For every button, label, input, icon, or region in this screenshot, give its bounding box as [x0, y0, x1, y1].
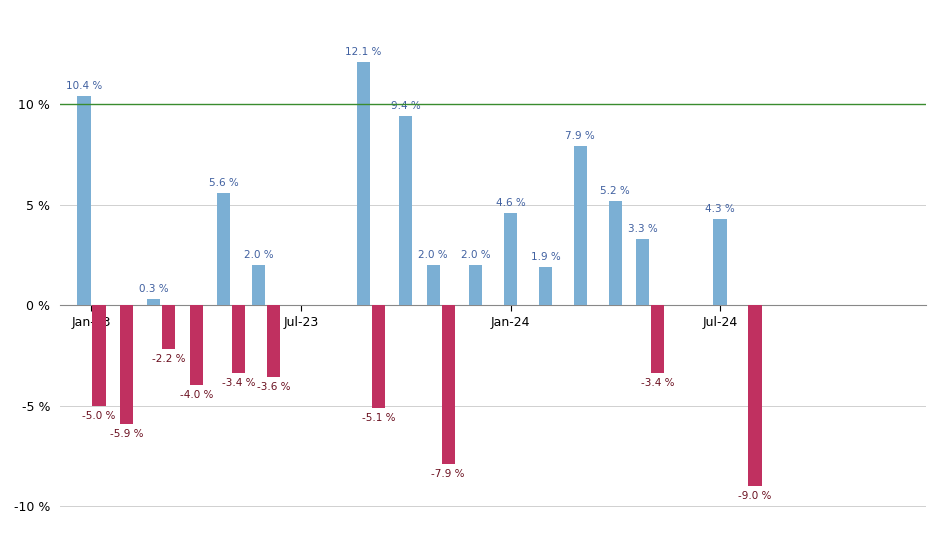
Text: 7.9 %: 7.9 % [566, 131, 595, 141]
Bar [148, 299, 161, 305]
Bar [252, 265, 265, 305]
Bar [442, 305, 455, 464]
Bar [608, 201, 622, 305]
Text: 9.4 %: 9.4 % [391, 101, 420, 111]
Bar [573, 146, 587, 305]
Text: 5.2 %: 5.2 % [601, 186, 630, 196]
Bar [713, 219, 727, 305]
Text: 5.6 %: 5.6 % [209, 178, 239, 188]
Text: 10.4 %: 10.4 % [66, 81, 102, 91]
Bar [504, 213, 517, 305]
Text: -3.4 %: -3.4 % [222, 378, 256, 388]
Text: -5.1 %: -5.1 % [362, 412, 395, 422]
Bar [232, 305, 245, 373]
Bar [267, 305, 280, 377]
Bar [427, 265, 440, 305]
Bar [77, 96, 90, 305]
Text: 2.0 %: 2.0 % [461, 250, 491, 260]
Text: -3.4 %: -3.4 % [641, 378, 675, 388]
Text: 2.0 %: 2.0 % [418, 250, 448, 260]
Bar [217, 192, 230, 305]
Bar [748, 305, 761, 486]
Text: 0.3 %: 0.3 % [139, 284, 168, 294]
Bar [356, 62, 370, 305]
Bar [539, 267, 552, 305]
Bar [469, 265, 482, 305]
Text: -3.6 %: -3.6 % [257, 382, 290, 393]
Text: 1.9 %: 1.9 % [530, 252, 560, 262]
Text: 4.3 %: 4.3 % [705, 204, 735, 214]
Text: -5.9 %: -5.9 % [110, 428, 143, 439]
Bar [92, 305, 105, 405]
Text: 3.3 %: 3.3 % [628, 224, 658, 234]
Bar [636, 239, 650, 305]
Bar [651, 305, 665, 373]
Bar [371, 305, 385, 408]
Text: 2.0 %: 2.0 % [243, 250, 274, 260]
Text: 4.6 %: 4.6 % [495, 197, 525, 208]
Text: -4.0 %: -4.0 % [180, 390, 212, 400]
Bar [119, 305, 133, 424]
Text: -9.0 %: -9.0 % [738, 491, 772, 501]
Text: -2.2 %: -2.2 % [152, 354, 185, 364]
Text: 12.1 %: 12.1 % [345, 47, 382, 57]
Bar [400, 116, 413, 305]
Text: -5.0 %: -5.0 % [82, 411, 116, 421]
Text: -7.9 %: -7.9 % [431, 469, 465, 479]
Bar [190, 305, 203, 386]
Bar [162, 305, 176, 349]
